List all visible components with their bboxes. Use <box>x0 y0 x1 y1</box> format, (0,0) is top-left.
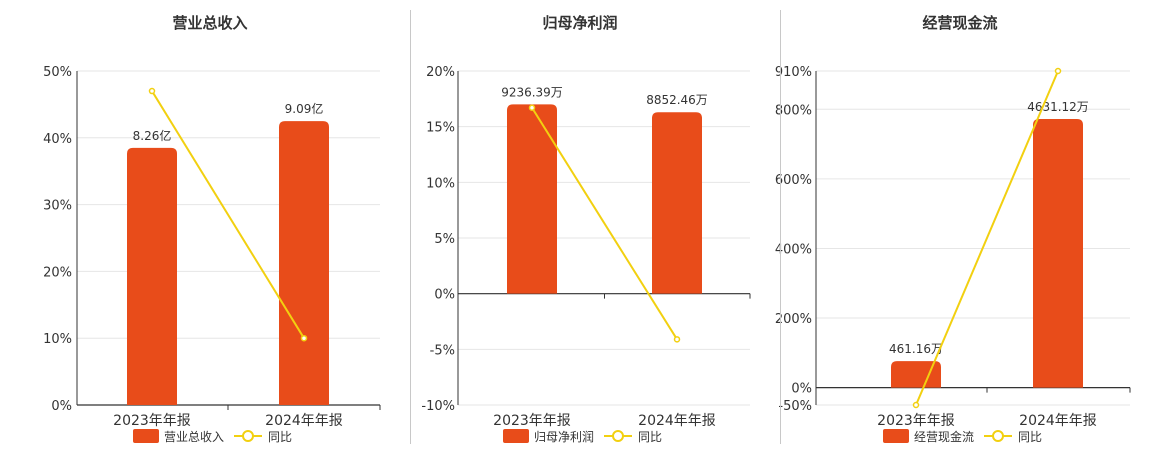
chart-title: 归母净利润 <box>542 14 617 32</box>
bar <box>507 104 557 294</box>
y-tick-label: 15% <box>426 121 455 136</box>
x-tick-label: 2023年年报 <box>493 413 571 429</box>
y-tick-label: 50% <box>43 65 72 80</box>
panel-divider-2 <box>780 10 781 444</box>
bar-value-label: 461.16万 <box>889 342 943 356</box>
y-tick-label: 20% <box>43 265 72 280</box>
legend-bar-label: 营业总收入 <box>164 430 224 444</box>
y-tick-label: 30% <box>43 199 72 214</box>
x-tick-label: 2024年年报 <box>1019 413 1097 429</box>
bar-value-label: 9.09亿 <box>285 101 324 116</box>
x-tick-label: 2023年年报 <box>113 413 191 429</box>
y-tick-label: 200% <box>775 312 812 327</box>
chart-panel-1: 营业总收入 50% 40% 30% 20% 10% 0% 8.26亿 9.09亿 2023年年报 2… <box>43 14 381 444</box>
panel-divider-1 <box>410 10 411 444</box>
legend-bar-swatch <box>503 429 529 443</box>
y-tick-label: 600% <box>775 173 812 188</box>
yoy-point <box>148 87 156 95</box>
x-tick-label: 2024年年报 <box>638 413 716 429</box>
y-tick-label: 5% <box>434 232 455 247</box>
legend-bar-swatch <box>133 429 159 443</box>
bar <box>279 121 329 405</box>
y-tick-label: 10% <box>426 176 455 191</box>
yoy-point <box>528 104 536 111</box>
y-tick-label: -10% <box>421 399 455 414</box>
yoy-point <box>673 336 681 343</box>
y-tick-label: 800% <box>775 103 812 118</box>
y-tick-label: 910% <box>775 65 812 80</box>
y-tick-label: -50% <box>778 399 812 414</box>
x-tick-label: 2023年年报 <box>877 413 955 429</box>
yoy-point <box>300 334 308 342</box>
legend-line-label: 同比 <box>268 430 292 444</box>
legend-bar-label: 经营现金流 <box>914 429 974 444</box>
chart-panel-2: 归母净利润 20% 15% 10% 5% 0% -5% -10% 9236.39万 8852.46… <box>421 14 751 444</box>
y-tick-label: 0% <box>51 399 72 414</box>
y-tick-label: 20% <box>426 65 455 80</box>
y-tick-label: 0% <box>434 288 455 303</box>
chart-title: 营业总收入 <box>172 14 247 32</box>
yoy-point <box>912 401 920 409</box>
bar-value-label: 8852.46万 <box>646 93 708 107</box>
bar <box>891 361 941 388</box>
y-tick-label: 400% <box>775 242 812 257</box>
x-tick-label: 2024年年报 <box>265 413 343 429</box>
yoy-line <box>915 70 1059 406</box>
legend-line-marker <box>612 430 624 442</box>
legend-bar-swatch <box>883 429 909 443</box>
yoy-point <box>1054 67 1062 75</box>
y-tick-label: -5% <box>430 343 455 358</box>
legend-line-label: 同比 <box>1018 430 1042 444</box>
legend-line-marker <box>242 430 254 442</box>
bar <box>127 147 177 405</box>
bar <box>652 112 702 294</box>
chart-title: 经营现金流 <box>922 14 997 32</box>
chart-panel-3: 经营现金流 910% 800% 600% 400% 200% 0% -50% 461.16万 46… <box>775 14 1131 444</box>
legend-line-label: 同比 <box>638 430 662 444</box>
y-tick-label: 0% <box>791 382 812 397</box>
legend-line-marker <box>992 430 1004 442</box>
bar-value-label: 4631.12万 <box>1027 100 1089 114</box>
bar-value-label: 8.26亿 <box>133 128 172 143</box>
yoy-line <box>151 90 305 339</box>
y-tick-label: 10% <box>43 332 72 347</box>
y-tick-label: 40% <box>43 132 72 147</box>
yoy-line <box>531 107 678 340</box>
bar-value-label: 9236.39万 <box>501 85 563 99</box>
bar <box>1033 119 1083 388</box>
legend-bar-label: 归母净利润 <box>534 430 594 444</box>
